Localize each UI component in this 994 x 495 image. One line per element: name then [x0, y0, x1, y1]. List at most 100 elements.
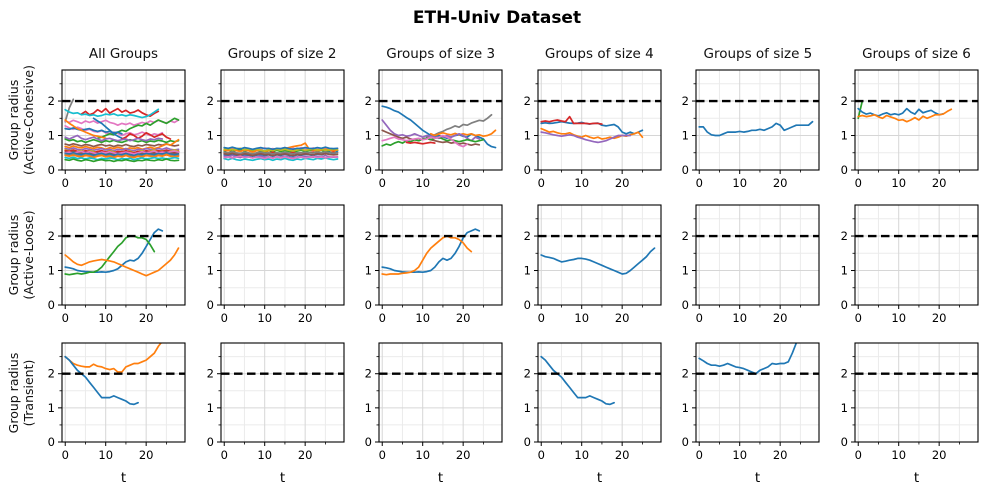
series-line [64, 235, 156, 276]
y-tick-label: 0 [523, 435, 530, 449]
column-title-4: Groups of size 5 [703, 46, 813, 62]
x-tick-label: 20 [297, 176, 312, 190]
column-title-1: Groups of size 2 [227, 46, 337, 62]
x-tick-label: 10 [574, 448, 589, 462]
x-tick-label: 10 [733, 311, 748, 325]
x-axis-label: t [597, 470, 602, 486]
y-tick-label: 0 [841, 298, 848, 312]
y-tick-label: 1 [365, 401, 372, 415]
x-tick-label: 0 [537, 448, 544, 462]
y-tick-label: 2 [48, 229, 55, 243]
y-tick-label: 2 [48, 94, 55, 108]
column-title-3: Groups of size 4 [544, 46, 654, 62]
x-tick-label: 10 [733, 176, 748, 190]
x-tick-label: 10 [98, 176, 113, 190]
y-tick-label: 1 [206, 129, 213, 143]
axes-spines [695, 342, 820, 443]
y-tick-label: 0 [365, 435, 372, 449]
axes-spines [695, 69, 820, 171]
series-line [96, 117, 180, 140]
y-tick-label: 2 [365, 367, 372, 381]
x-tick-label: 0 [220, 448, 227, 462]
x-tick-label: 20 [456, 448, 471, 462]
series-line [222, 146, 338, 151]
x-tick-label: 10 [416, 176, 431, 190]
x-tick-label: 0 [696, 176, 703, 190]
x-axis-label: t [755, 470, 760, 486]
x-tick-label: 20 [615, 448, 630, 462]
series-line [64, 108, 160, 119]
y-tick-label: 1 [365, 264, 372, 278]
y-tick-label: 0 [523, 163, 530, 177]
y-tick-label: 2 [682, 367, 689, 381]
y-tick-label: 2 [523, 94, 530, 108]
y-tick-label: 1 [365, 129, 372, 143]
y-tick-label: 0 [206, 435, 213, 449]
y-tick-label: 1 [48, 264, 55, 278]
x-tick-label: 0 [696, 448, 703, 462]
x-axis-label: t [121, 470, 126, 486]
axes-spines [61, 204, 186, 306]
y-tick-label: 2 [523, 229, 530, 243]
x-tick-label: 0 [855, 448, 862, 462]
axes-spines [854, 204, 979, 306]
x-tick-label: 20 [456, 311, 471, 325]
x-tick-label: 0 [537, 311, 544, 325]
axes-spines [854, 342, 979, 443]
axes-spines [537, 69, 662, 171]
series-line [64, 156, 180, 161]
series-line [64, 247, 180, 277]
y-tick-label: 1 [841, 129, 848, 143]
y-tick-label: 1 [523, 264, 530, 278]
axes-spines [61, 69, 186, 171]
series-line [222, 155, 338, 160]
y-tick-label: 2 [682, 229, 689, 243]
series-line [64, 142, 180, 148]
series-line [222, 147, 338, 152]
column-title-2: Groups of size 3 [386, 46, 496, 62]
y-tick-label: 0 [206, 163, 213, 177]
x-tick-label: 0 [537, 176, 544, 190]
y-tick-label: 0 [48, 163, 55, 177]
y-tick-label: 0 [48, 435, 55, 449]
y-tick-label: 0 [841, 163, 848, 177]
x-tick-label: 0 [220, 176, 227, 190]
y-tick-label: 0 [682, 298, 689, 312]
y-tick-label: 0 [841, 435, 848, 449]
x-tick-label: 10 [257, 311, 272, 325]
series-line [857, 108, 953, 123]
x-tick-label: 0 [379, 176, 386, 190]
x-tick-label: 20 [932, 176, 947, 190]
x-tick-label: 10 [574, 176, 589, 190]
y-tick-label: 2 [48, 367, 55, 381]
axes-spines [61, 342, 186, 443]
axes-spines [537, 204, 662, 306]
y-tick-label: 2 [365, 94, 372, 108]
series-line [64, 147, 180, 152]
axes-spines [854, 69, 979, 171]
x-tick-label: 10 [98, 311, 113, 325]
series-line [64, 153, 180, 159]
series-line [64, 355, 139, 406]
series-line [698, 343, 798, 375]
column-title-0: All Groups [88, 46, 159, 62]
series-line [540, 131, 631, 144]
series-line [381, 134, 469, 148]
y-tick-label: 1 [682, 264, 689, 278]
x-tick-label: 10 [891, 311, 906, 325]
y-tick-label: 2 [206, 94, 213, 108]
column-title-5: Groups of size 6 [862, 46, 971, 62]
x-tick-label: 20 [615, 311, 630, 325]
x-tick-label: 0 [62, 176, 69, 190]
y-tick-label: 2 [523, 367, 530, 381]
y-tick-label: 0 [206, 298, 213, 312]
series-line [540, 247, 656, 275]
